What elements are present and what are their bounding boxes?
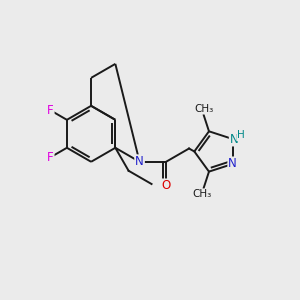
Text: N: N: [230, 133, 239, 146]
Text: CH₃: CH₃: [194, 103, 213, 114]
Text: N: N: [135, 155, 144, 168]
Text: O: O: [161, 179, 171, 192]
Text: CH₃: CH₃: [193, 189, 212, 200]
Text: N: N: [228, 158, 237, 170]
Text: F: F: [47, 104, 54, 117]
Text: H: H: [237, 130, 245, 140]
Text: F: F: [47, 151, 54, 164]
